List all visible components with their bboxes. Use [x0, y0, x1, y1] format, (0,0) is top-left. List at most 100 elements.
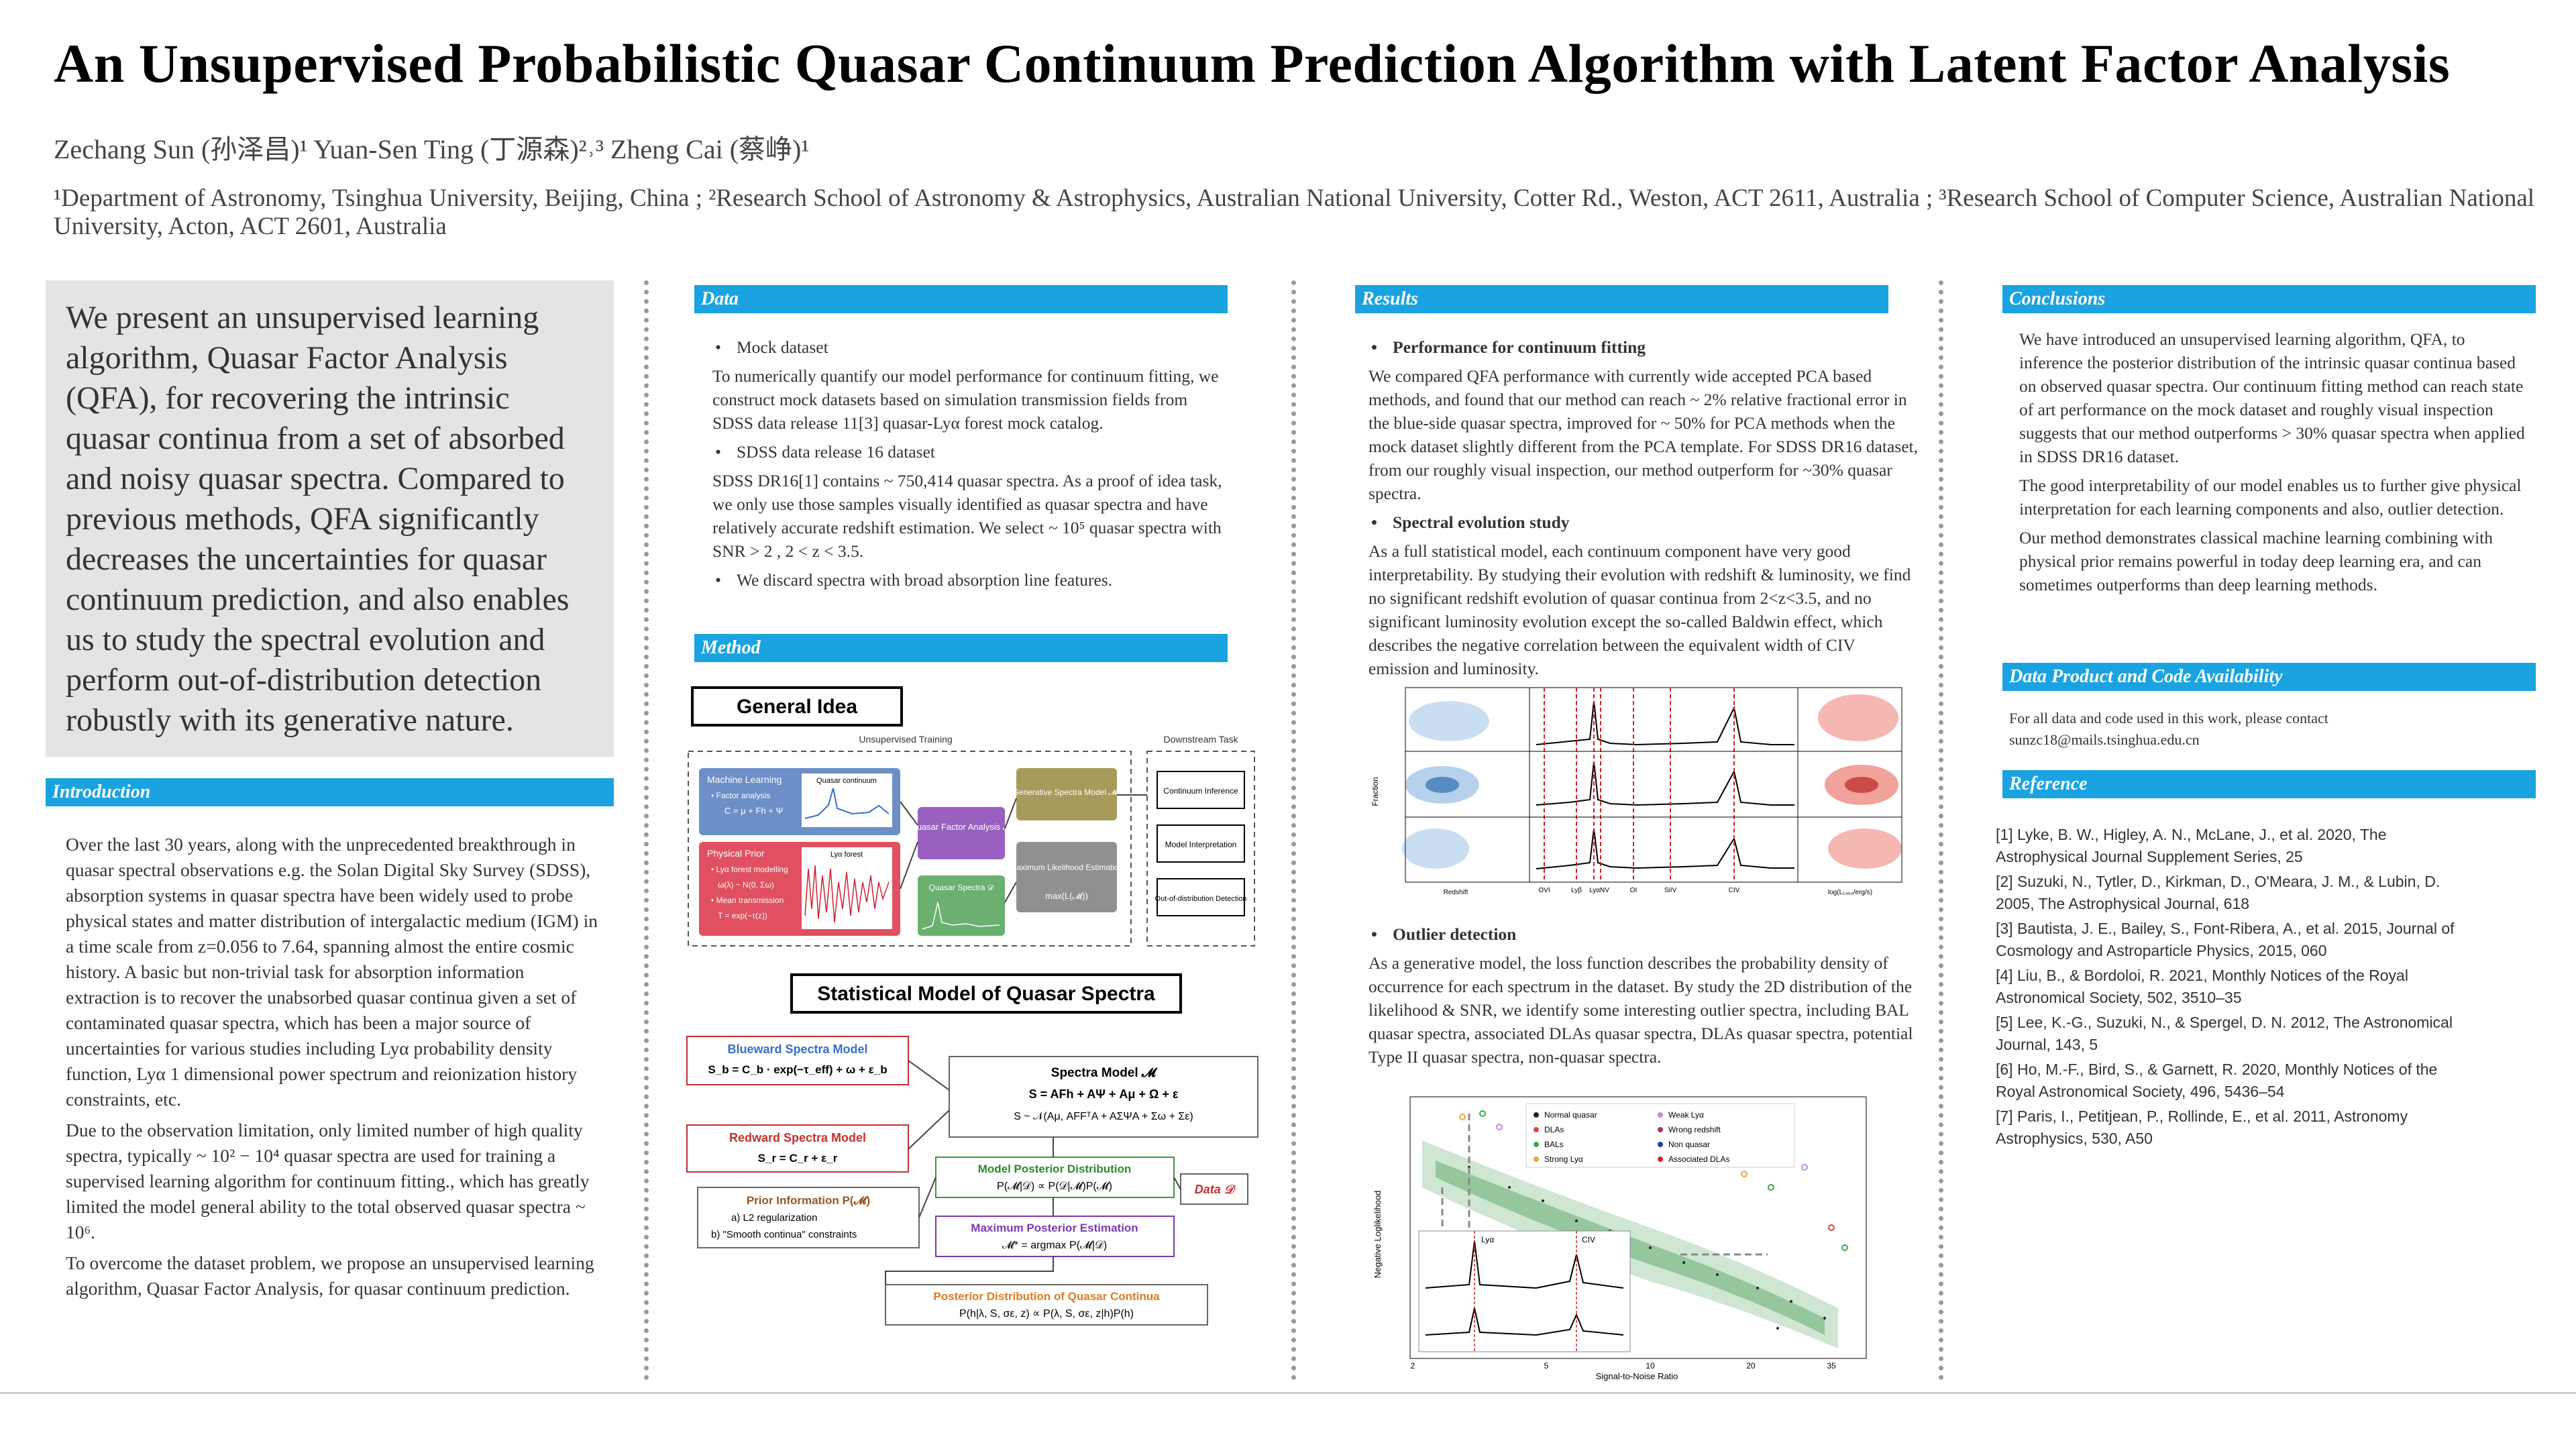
legend-label: Wrong redshift [1668, 1125, 1721, 1134]
inset-spectrum [1425, 1307, 1624, 1336]
abstract-box: We present an unsupervised learning algo… [46, 280, 614, 757]
generative-model-box [1016, 768, 1117, 820]
posterior-title: Model Posterior Distribution [978, 1163, 1132, 1175]
fig1-axis-labels: Redshift OVI Lyβ LyαNV OI SiIV CIV log(L… [1444, 887, 1872, 896]
fig1-left-panel [1402, 687, 1530, 883]
spectra-model-box [949, 1056, 1258, 1138]
conclusions-paragraph: Our method demonstrates classical machin… [2019, 528, 2493, 594]
introduction-header: Introduction [46, 778, 614, 806]
fig2-xticks: 2 5 10 20 35 [1411, 1361, 1836, 1371]
data-product-header: Data Product and Code Availability [2002, 663, 2536, 691]
reference-item: [5] Lee, K.-G., Suzuki, N., & Spergel, D… [1996, 1014, 2453, 1053]
results-s2-text: As a full statistical model, each contin… [1368, 541, 1911, 678]
intro-paragraph: To overcome the dataset problem, we prop… [66, 1252, 594, 1299]
data-body: Mock dataset To numerically quantify our… [712, 335, 1222, 597]
data-d-label: Data 𝒟 [1195, 1183, 1236, 1196]
ml-eq: C = μ + Fh + Ψ [724, 806, 783, 816]
quasar-spectra-label: Quasar Spectra 𝒟 [929, 883, 994, 892]
conclusions-header: Conclusions [2002, 285, 2536, 313]
fig1-label: LyαNV [1589, 887, 1609, 894]
mle-box [1016, 842, 1117, 912]
map-eq: 𝓜* = argmax P(𝓜|𝒟) [1002, 1240, 1107, 1251]
data-paragraph: To numerically quantify our model perfor… [712, 366, 1219, 433]
pp-item1: • Lyα forest modelling [711, 865, 788, 874]
prior-title: Prior Information P(𝓜) [747, 1194, 870, 1207]
training-frame [688, 751, 1132, 947]
downstream-box [1157, 878, 1245, 916]
downstream-item: Continuum Inference [1163, 786, 1238, 796]
redward-eq: S_r = C_r + ε_r [758, 1152, 838, 1165]
legend-marker [1658, 1112, 1663, 1118]
results-body-bottom: Outlier detection As a generative model,… [1368, 922, 1919, 1074]
flow-arrows [885, 1137, 1181, 1285]
data-bullet-sdss: SDSS data release 16 dataset [712, 440, 1222, 464]
continuum-plot [802, 773, 892, 827]
data-product-body: For all data and code used in this work,… [2009, 710, 2328, 748]
fig2-tick: 20 [1746, 1361, 1756, 1371]
conclusions-paragraph: We have introduced an unsupervised learn… [2019, 329, 2525, 466]
legend-marker [1658, 1142, 1663, 1147]
fig1-ylabel: Fraction [1371, 777, 1380, 806]
results-s3-title: Outlier detection [1368, 922, 1919, 946]
pp-item4: T = exp(−τ(z)) [718, 911, 767, 920]
lya-plot [802, 847, 892, 929]
fig1-label: Lyβ [1571, 887, 1582, 894]
reference-item: [7] Paris, I., Petitjean, P., Rollinde, … [1996, 1108, 2408, 1147]
introduction-body: Over the last 30 years, along with the u… [66, 832, 602, 1307]
fig1-label: OVI [1538, 887, 1550, 894]
spectra-model-title: Spectra Model 𝓜 [1051, 1066, 1158, 1080]
fig2-legend-items: Normal quasar DLAs BALs Strong Lyα Weak … [1534, 1110, 1729, 1164]
statistical-model-diagram: Statistical Model of Quasar Spectra Blue… [686, 973, 1258, 1326]
inset-label: CIV [1582, 1235, 1595, 1244]
statistical-model-title-box [790, 973, 1182, 1014]
pp-item3: • Mean transmission [711, 896, 784, 905]
legend-marker [1534, 1157, 1539, 1162]
abstract-text: We present an unsupervised learning algo… [66, 300, 570, 738]
prior-box [697, 1187, 920, 1248]
blueward-title: Blueward Spectra Model [727, 1042, 867, 1056]
conclusions-body: We have introduced an unsupervised learn… [2019, 327, 2529, 602]
quasar-spectra-box [918, 875, 1005, 936]
data-d-box [1180, 1173, 1248, 1205]
conclusions-paragraph: The good interpretability of our model e… [2019, 476, 2522, 519]
spectral-evolution-figure: Fraction Redshif [1371, 687, 1902, 896]
results-s1-title: Performance for continuum fitting [1368, 335, 1919, 359]
qs-curve [922, 902, 1000, 930]
downstream-box [1157, 771, 1245, 809]
blueward-eq: S_b = C_b · exp(−τ_eff) + ω + ε_b [708, 1063, 887, 1076]
data-paragraph: SDSS DR16[1] contains ~ 750,414 quasar s… [712, 471, 1222, 561]
affiliations: ¹Department of Astronomy, Tsinghua Unive… [54, 184, 2535, 240]
author-list: Zechang Sun (孙泽昌)¹ Yuan-Sen Ting (丁源森)²˒… [54, 134, 810, 164]
fig2-tick: 10 [1646, 1361, 1655, 1371]
poster-title: An Unsupervised Probabilistic Quasar Con… [54, 33, 2451, 94]
method-header: Method [694, 634, 1228, 662]
column-divider [1291, 280, 1296, 1381]
ml-title: Machine Learning [707, 774, 782, 785]
fig2-ylabel: Negative Loglikelihood [1373, 1191, 1383, 1279]
inset-label: Lyα [1481, 1235, 1494, 1244]
legend-label: DLAs [1544, 1125, 1564, 1134]
fig1-label: CIV [1729, 887, 1740, 894]
downstream-task-label: Downstream Task [1163, 734, 1238, 745]
bottom-rule [0, 1392, 2576, 1394]
fig2-tick: 5 [1544, 1361, 1549, 1371]
fig1-label: Redshift [1444, 889, 1468, 896]
posterior-box [935, 1157, 1175, 1198]
mle-eq: max(L(𝓜)) [1045, 891, 1088, 901]
legend-label: Weak Lyα [1668, 1110, 1704, 1120]
posterior-continua-box [885, 1284, 1208, 1326]
mle-label: Maximum Likelihood Estimation [1010, 863, 1124, 872]
lya-label: Lyα forest [830, 851, 863, 859]
fig1-middle-panel [1529, 687, 1799, 883]
legend-label: Strong Lyα [1544, 1155, 1583, 1164]
unsupervised-training-label: Unsupervised Training [859, 734, 952, 745]
reference-item: [1] Lyke, B. W., Higley, A. N., McLane, … [1996, 826, 2387, 865]
map-title: Maximum Posterior Estimation [971, 1222, 1138, 1234]
data-bullet-bal: We discard spectra with broad absorption… [712, 568, 1222, 592]
pp-title: Physical Prior [707, 848, 765, 859]
legend-marker [1534, 1127, 1539, 1132]
prior-item-a: a) L2 regularization [731, 1212, 817, 1224]
intro-paragraph: Over the last 30 years, along with the u… [66, 834, 598, 1110]
inset-spectrum [1425, 1240, 1624, 1289]
results-header: Results [1355, 285, 1888, 313]
